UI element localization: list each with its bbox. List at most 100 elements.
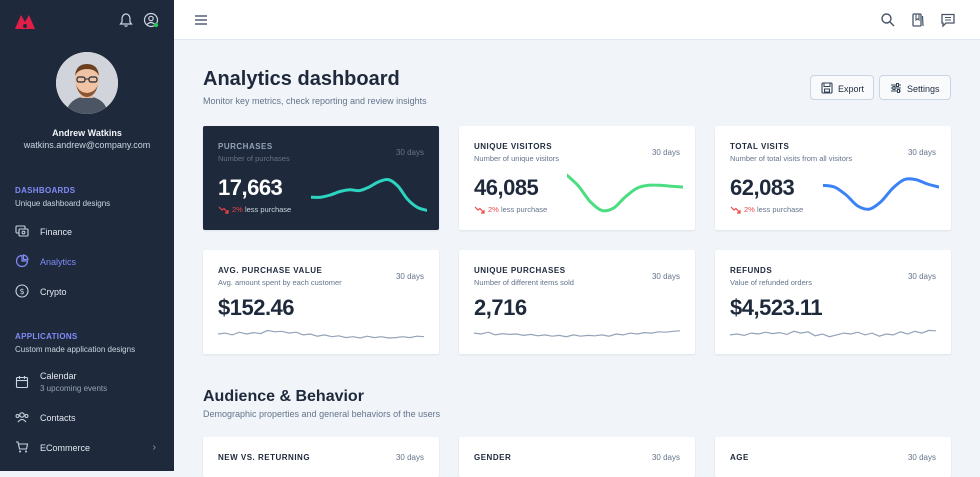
- sparkline-chart: [474, 330, 680, 338]
- card-title: AVG. PURCHASE VALUE: [218, 266, 323, 275]
- card-purchases: PURCHASES Number of purchases 30 days 17…: [203, 126, 439, 230]
- metric-value: 62,083: [730, 175, 795, 200]
- trend-indicator: 2% less purchase: [474, 205, 547, 214]
- card-title: UNIQUE PURCHASES: [474, 266, 566, 275]
- card-title: REFUNDS: [730, 266, 773, 275]
- trend-percent: 2%: [744, 205, 755, 214]
- sidebar-item-label: Analytics: [40, 257, 77, 267]
- period-label[interactable]: 30 days: [395, 453, 424, 462]
- metric-value: $4,523.11: [730, 295, 823, 320]
- settings-button[interactable]: Settings: [879, 75, 951, 100]
- period-label[interactable]: 30 days: [395, 148, 424, 157]
- export-button[interactable]: Export: [810, 75, 874, 100]
- period-label[interactable]: 30 days: [907, 148, 936, 157]
- sidebar-item-ecommerce[interactable]: ECommerce ›: [0, 435, 174, 461]
- trend-percent: 2%: [232, 205, 243, 214]
- card-age: AGE 30 days: [715, 437, 951, 477]
- trend-text: less purchase: [500, 205, 548, 214]
- sparkline-series-line: [474, 330, 680, 338]
- period-label[interactable]: 30 days: [907, 453, 936, 462]
- card-subtitle: Number of purchases: [218, 154, 290, 163]
- user-status-icon[interactable]: [143, 12, 159, 28]
- section-title: Audience & Behavior: [203, 388, 364, 405]
- period-label[interactable]: 30 days: [395, 272, 424, 281]
- card-subtitle: Number of unique visitors: [474, 154, 560, 163]
- sidebar: Andrew Watkins watkins.andrew@company.co…: [0, 0, 174, 471]
- section-subtitle-dashboards: Unique dashboard designs: [15, 199, 111, 208]
- metric-value: 46,085: [474, 175, 539, 200]
- menu-icon[interactable]: [193, 12, 209, 28]
- sparkline-series-line: [823, 177, 939, 211]
- section-title-applications: APPLICATIONS: [15, 332, 78, 341]
- trend-text: less purchase: [244, 205, 292, 214]
- card-subtitle: Number of total visits from all visitors: [730, 154, 853, 163]
- messages-icon[interactable]: [940, 12, 956, 28]
- export-label: Export: [838, 84, 865, 94]
- period-label[interactable]: 30 days: [651, 148, 680, 157]
- card-title: NEW VS. RETURNING: [218, 453, 311, 462]
- sidebar-item-crypto[interactable]: $ Crypto: [0, 279, 174, 305]
- card-title: AGE: [730, 453, 749, 462]
- sidebar-item-calendar[interactable]: Calendar 3 upcoming events: [0, 364, 174, 396]
- trend-text: less purchase: [756, 205, 804, 214]
- period-label[interactable]: 30 days: [651, 453, 680, 462]
- card-title: GENDER: [474, 453, 512, 462]
- sparkline-series-line: [730, 329, 936, 338]
- user-name: Andrew Watkins: [52, 128, 122, 138]
- sidebar-item-finance[interactable]: Finance: [0, 219, 174, 245]
- bookmarks-icon[interactable]: [910, 12, 926, 28]
- page-title: Analytics dashboard: [203, 68, 400, 90]
- analytics-icon: [15, 254, 29, 268]
- sparkline-chart: [823, 177, 939, 211]
- sidebar-header: [0, 0, 174, 40]
- card-total-visits: TOTAL VISITS Number of total visits from…: [715, 126, 951, 230]
- finance-icon: [15, 225, 29, 237]
- top-bar: [174, 0, 980, 40]
- avatar[interactable]: [56, 52, 118, 114]
- sliders-icon: [891, 83, 901, 93]
- sidebar-item-label: ECommerce: [40, 443, 91, 453]
- sparkline-series-line: [218, 329, 424, 339]
- app-logo[interactable]: [15, 13, 35, 29]
- metric-value: 17,663: [218, 175, 283, 200]
- sparkline-series-line: [311, 177, 427, 212]
- period-label[interactable]: 30 days: [651, 272, 680, 281]
- search-icon[interactable]: [880, 12, 896, 28]
- trend-down-icon: [218, 206, 229, 214]
- user-email: watkins.andrew@company.com: [23, 140, 151, 150]
- chevron-right-icon: ›: [152, 442, 156, 453]
- calendar-icon: [15, 376, 29, 389]
- card-title: UNIQUE VISITORS: [474, 142, 553, 151]
- trend-indicator: 2% less purchase: [218, 205, 291, 214]
- sparkline-chart: [567, 173, 683, 213]
- trend-percent: 2%: [488, 205, 499, 214]
- notifications-icon[interactable]: [118, 12, 134, 28]
- trend-down-icon: [474, 206, 485, 214]
- period-label[interactable]: 30 days: [907, 272, 936, 281]
- card-new-vs-returning: NEW VS. RETURNING 30 days: [203, 437, 439, 477]
- sidebar-item-label: Calendar: [40, 371, 77, 381]
- sidebar-item-label: Contacts: [40, 413, 76, 423]
- sidebar-item-analytics[interactable]: Analytics: [0, 249, 174, 275]
- avatar-image: [56, 52, 118, 114]
- trend-down-icon: [730, 206, 741, 214]
- card-subtitle: Value of refunded orders: [730, 278, 812, 287]
- card-title: PURCHASES: [218, 142, 273, 151]
- card-subtitle: Avg. amount spent by each customer: [218, 278, 342, 287]
- section-subtitle-applications: Custom made application designs: [15, 345, 136, 354]
- cart-icon: [16, 441, 29, 453]
- sidebar-item-label: Finance: [40, 227, 73, 237]
- card-subtitle: Number of different items sold: [474, 278, 574, 287]
- sparkline-chart: [311, 177, 427, 212]
- sidebar-item-contacts[interactable]: Contacts: [0, 405, 174, 431]
- card-gender: GENDER 30 days: [459, 437, 695, 477]
- contacts-icon: [15, 412, 29, 423]
- sidebar-item-sublabel: 3 upcoming events: [40, 384, 108, 393]
- sparkline-chart: [218, 329, 424, 339]
- card-unique-visitors: UNIQUE VISITORS Number of unique visitor…: [459, 126, 695, 230]
- page-subtitle: Monitor key metrics, check reporting and…: [203, 96, 427, 106]
- card-avg-purchase-value: AVG. PURCHASE VALUE Avg. amount spent by…: [203, 250, 439, 354]
- save-icon: [821, 82, 833, 94]
- metric-value: 2,716: [474, 295, 527, 320]
- settings-label: Settings: [907, 84, 940, 94]
